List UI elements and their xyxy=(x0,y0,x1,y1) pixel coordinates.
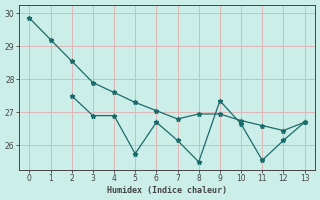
X-axis label: Humidex (Indice chaleur): Humidex (Indice chaleur) xyxy=(107,186,227,195)
